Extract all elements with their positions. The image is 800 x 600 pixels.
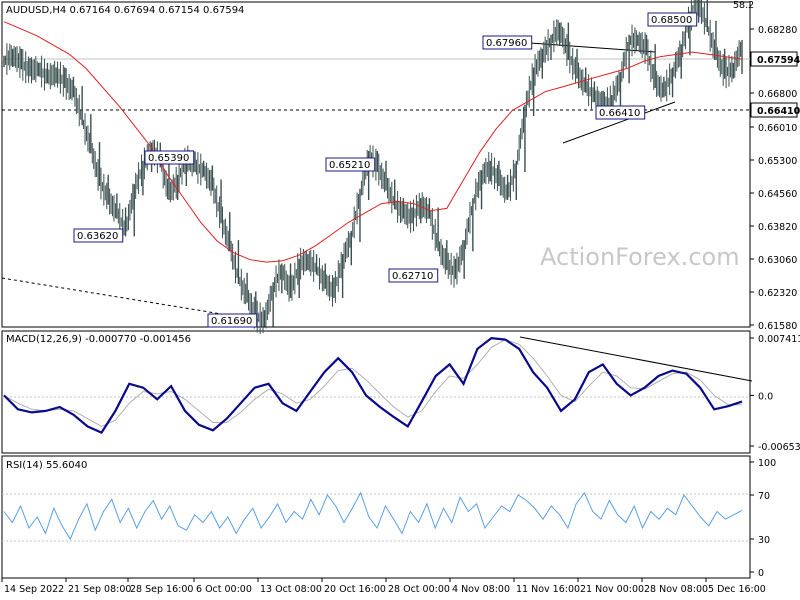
x-axis-tick-label: 20 Oct 16:00 [324, 584, 386, 595]
macd-main-line [3, 336, 743, 434]
rsi-panel-frame [1, 455, 751, 579]
level-tag-bg [750, 102, 798, 118]
macd-signal-line [3, 339, 742, 427]
descending-trendline [1, 277, 259, 321]
macd-panel-frame [1, 330, 751, 454]
macd-divergence-line [519, 336, 753, 382]
price-annotation-label: 0.67960 [486, 38, 527, 49]
current-price-tag-bg [750, 51, 798, 67]
price-annotation-label: 0.61690 [211, 316, 252, 327]
rsi-axis-tick-label: 0 [758, 568, 764, 579]
macd-axis-tick-label: 0.0 [758, 391, 773, 402]
price-annotation-box [647, 12, 698, 27]
price-axis-tick-label: 0.66800 [758, 89, 797, 100]
price-annotation-box [595, 105, 646, 120]
level-tag: 0.66410 [757, 106, 800, 117]
price-annotation-label: 0.63620 [77, 231, 118, 242]
price-annotation-box [325, 157, 376, 172]
x-axis-tick-label: 6 Oct 00:00 [196, 584, 252, 595]
rsi-axis-tick-label: 30 [758, 535, 770, 546]
price-series [3, 0, 743, 335]
price-annotation-label: 0.62710 [392, 271, 433, 282]
price-annotation-label: 0.65210 [329, 160, 370, 171]
x-axis-tick-label: 21 Nov 00:00 [580, 584, 644, 595]
rsi-line [3, 491, 743, 541]
x-axis-tick-label: 4 Nov 08:00 [452, 584, 510, 595]
price-annotation-box [207, 313, 258, 328]
price-annotation-box [73, 228, 124, 243]
price-axis-tick-label: 0.68280 [758, 25, 797, 36]
price-annotation-label: 0.68500 [651, 15, 692, 26]
price-panel-frame [1, 1, 751, 328]
current-price-tag: 0.67594 [757, 55, 800, 66]
price-axis-tick-label: 0.65300 [758, 156, 797, 167]
macd-axis-tick-label: 0.007411 [758, 334, 800, 345]
price-annotation-label: 0.66410 [599, 108, 640, 119]
x-axis-tick-label: 28 Sep 16:00 [130, 584, 193, 595]
price-annotation-label: 0.65390 [148, 153, 189, 164]
rsi-axis-tick-label: 70 [758, 491, 770, 502]
x-axis-tick-label: 28 Nov 08:00 [644, 584, 708, 595]
x-axis-tick-label: 11 Nov 16:00 [516, 584, 580, 595]
macd-axis-tick-label: -0.006532 [758, 442, 800, 453]
triangle-lower-line [562, 101, 676, 144]
moving-average-line [3, 21, 743, 263]
rsi-title: RSI(14) 55.6040 [6, 460, 87, 471]
x-axis-tick-label: 14 Sep 2022 [4, 584, 64, 595]
corner-value: 58.2 [733, 0, 754, 11]
price-axis-tick-label: 0.61580 [758, 321, 797, 332]
x-axis-tick-label: 5 Dec 16:00 [708, 584, 766, 595]
price-axis-tick-label: 0.64560 [758, 189, 797, 200]
price-axis-tick-label: 0.66010 [758, 123, 797, 134]
price-axis-tick-label: 0.63060 [758, 255, 797, 266]
price-annotation-box [482, 35, 533, 50]
price-annotation-box [144, 150, 195, 165]
macd-title: MACD(12,26,9) -0.000770 -0.001456 [6, 334, 191, 345]
x-axis-tick-label: 13 Oct 08:00 [260, 584, 322, 595]
rsi-axis-tick-label: 100 [758, 458, 776, 469]
x-axis-tick-label: 21 Sep 08:00 [68, 584, 131, 595]
x-axis-tick-label: 28 Oct 00:00 [388, 584, 450, 595]
price-axis-tick-label: 0.63820 [758, 222, 797, 233]
watermark: ActionForex.com [540, 243, 740, 271]
price-annotation-box [388, 268, 439, 283]
price-axis-tick-label: 0.62320 [758, 288, 797, 299]
price-title: AUDUSD,H4 0.67164 0.67694 0.67154 0.6759… [6, 5, 244, 16]
